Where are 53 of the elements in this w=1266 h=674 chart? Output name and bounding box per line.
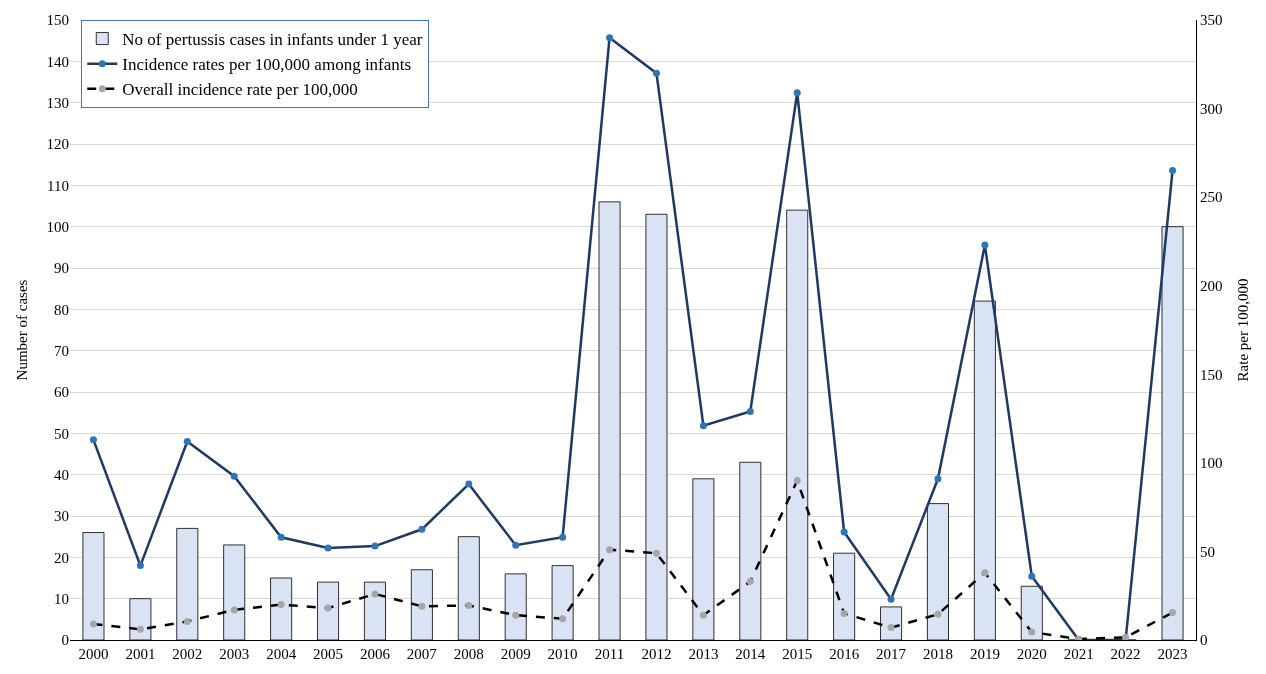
y-tick-label: 0	[61, 632, 69, 649]
x-tick-label: 2007	[406, 646, 438, 662]
y-tick-label: 10	[54, 590, 69, 607]
y-tick-label: 90	[54, 260, 69, 277]
y2-tick-label: 300	[1200, 100, 1223, 117]
x-tick-label: 2000	[78, 646, 109, 662]
y-tick-label: 110	[47, 177, 69, 194]
y-tick-label: 140	[46, 53, 69, 70]
x-tick-label: 2009	[500, 646, 531, 662]
y2-tick-label: 100	[1200, 455, 1223, 472]
y2-tick-label: 250	[1200, 189, 1223, 206]
y-tick-label: 30	[54, 508, 69, 525]
y-axis-title: Number of cases	[13, 279, 30, 381]
y-tick-label: 80	[54, 301, 69, 318]
y-tick-label: 130	[46, 94, 69, 111]
y2-tick-label: 350	[1200, 12, 1223, 29]
x-tick-label: 2002	[172, 646, 203, 662]
x-tick-label: 2013	[688, 646, 719, 662]
x-tick-label: 2015	[782, 646, 813, 662]
x-tick-label: 2018	[922, 646, 953, 662]
x-tick-label: 2016	[829, 646, 860, 662]
x-tick-label: 2014	[735, 646, 766, 662]
x-tick-label: 2021	[1063, 646, 1094, 662]
y2-tick-label: 50	[1200, 543, 1215, 560]
x-tick-label: 2004	[266, 646, 297, 662]
legend-label: Incidence rates per 100,000 among infants	[122, 55, 412, 75]
x-tick-label: 2019	[969, 646, 1000, 662]
x-tick-label: 2005	[313, 646, 344, 662]
y-tick-label: 60	[54, 384, 69, 401]
y-tick-label: 20	[54, 549, 69, 566]
y-tick-label: 40	[54, 466, 69, 483]
x-tick-label: 2022	[1110, 646, 1141, 662]
legend-label: No of pertussis cases in infants under 1 year	[122, 30, 423, 50]
x-tick-label: 2001	[125, 646, 156, 662]
y-tick-label: 100	[46, 218, 69, 235]
x-tick-label: 2011	[594, 646, 625, 662]
y-tick-label: 50	[54, 425, 69, 442]
y-tick-label: 120	[46, 136, 69, 153]
legend-label: Overall incidence rate per 100,000	[122, 80, 358, 100]
x-tick-label: 2012	[641, 646, 672, 662]
x-tick-label: 2023	[1157, 646, 1188, 662]
x-tick-label: 2020	[1016, 646, 1047, 662]
x-tick-label: 2003	[219, 646, 250, 662]
x-tick-label: 2006	[359, 646, 391, 662]
y2-tick-label: 150	[1200, 366, 1223, 383]
y2-axis-title: Rate per 100,000	[1234, 278, 1251, 382]
x-tick-label: 2017	[876, 646, 907, 662]
y2-tick-label: 200	[1200, 277, 1223, 294]
x-tick-label: 2010	[547, 646, 578, 662]
x-tick-label: 2008	[453, 646, 484, 662]
y-tick-label: 150	[46, 12, 69, 29]
y-tick-label: 70	[54, 342, 69, 359]
y2-tick-label: 0	[1200, 632, 1208, 649]
